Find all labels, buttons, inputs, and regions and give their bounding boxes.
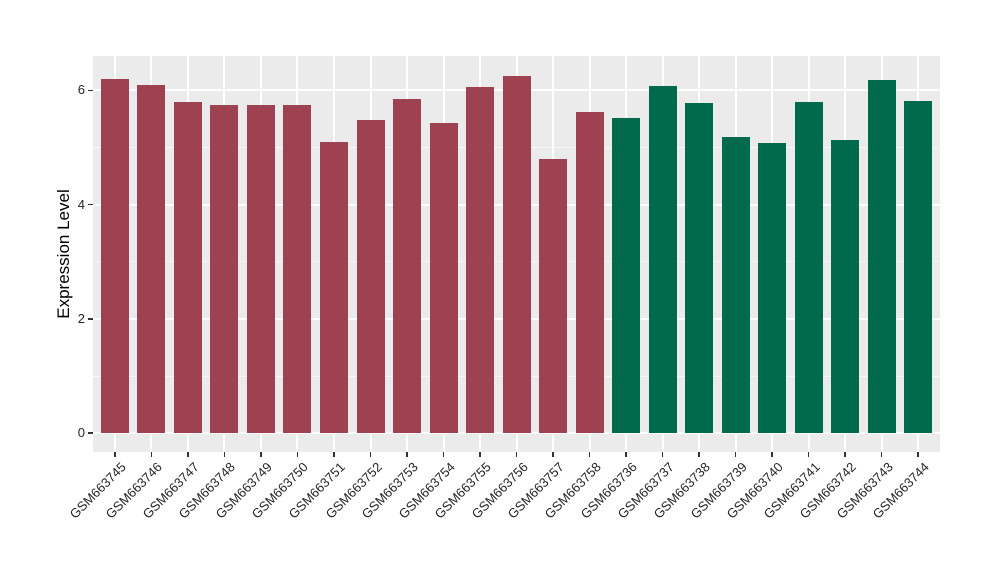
- x-tick-mark: [917, 452, 919, 457]
- y-tick-mark: [88, 89, 93, 91]
- x-tick-mark: [260, 452, 262, 457]
- x-tick-mark: [552, 452, 554, 457]
- bar: [429, 123, 458, 434]
- bar: [794, 101, 823, 434]
- x-tick-mark: [661, 452, 664, 457]
- bar: [867, 80, 896, 434]
- bar: [393, 99, 421, 434]
- x-tick-mark: [114, 452, 116, 457]
- bar: [137, 84, 166, 434]
- x-tick-mark: [880, 452, 883, 457]
- x-tick-mark: [844, 452, 846, 457]
- bar: [758, 142, 787, 434]
- bar: [612, 117, 640, 434]
- bar: [502, 76, 531, 434]
- y-tick-mark: [88, 203, 93, 206]
- bar: [575, 112, 604, 434]
- bar: [173, 101, 202, 434]
- x-tick-mark: [734, 452, 737, 457]
- bar: [356, 120, 385, 434]
- x-tick-mark: [479, 452, 481, 457]
- x-tick-mark: [150, 452, 153, 457]
- x-tick-mark: [807, 452, 810, 457]
- bar: [721, 137, 750, 434]
- x-tick-mark: [698, 452, 700, 457]
- x-tick-mark: [333, 452, 335, 457]
- y-tick-mark: [88, 318, 93, 320]
- plot-panel: [93, 56, 940, 452]
- x-tick-mark: [588, 452, 591, 457]
- bar: [648, 86, 677, 434]
- y-tick-label: 4: [77, 196, 85, 212]
- bar: [904, 100, 933, 434]
- y-tick-label: 6: [77, 82, 85, 98]
- bar: [210, 104, 239, 434]
- x-tick-mark: [187, 452, 189, 457]
- x-tick-mark: [442, 452, 445, 457]
- bar: [283, 104, 312, 434]
- bar: [466, 87, 494, 434]
- bar: [831, 140, 860, 434]
- y-tick-mark: [88, 432, 93, 434]
- x-tick-mark: [515, 452, 518, 457]
- y-tick-label: 2: [77, 310, 85, 326]
- bar: [685, 103, 713, 434]
- x-tick-mark: [771, 452, 773, 457]
- x-tick-mark: [296, 452, 299, 457]
- bar: [100, 78, 129, 434]
- x-tick-mark: [625, 452, 627, 457]
- x-tick-mark: [223, 452, 226, 457]
- x-tick-mark: [369, 452, 372, 457]
- bar: [246, 104, 275, 434]
- bar: [320, 141, 348, 434]
- y-tick-label: 0: [77, 425, 85, 441]
- x-tick-mark: [406, 452, 408, 457]
- bar: [539, 158, 567, 434]
